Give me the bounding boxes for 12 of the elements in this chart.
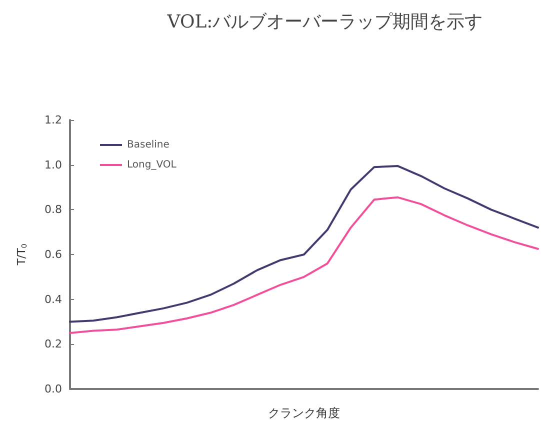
legend-label: Long_VOL [127,160,177,170]
chart-title: VOL:バルブオーバーラップ期間を示す [166,12,483,32]
y-tick-label: 0.2 [44,338,62,351]
x-axis-title: クランク角度 [268,406,340,420]
y-tick-label: 0.6 [44,248,62,261]
legend-label: Baseline [127,140,170,150]
line-series [69,196,539,334]
y-tick-label: 0.4 [44,292,62,306]
y-tick-label: 0.0 [44,382,62,396]
y-tick-label: 1.2 [44,114,62,126]
y-tick-label: 0.8 [44,203,62,216]
y-tick-label: 1.0 [44,158,62,172]
